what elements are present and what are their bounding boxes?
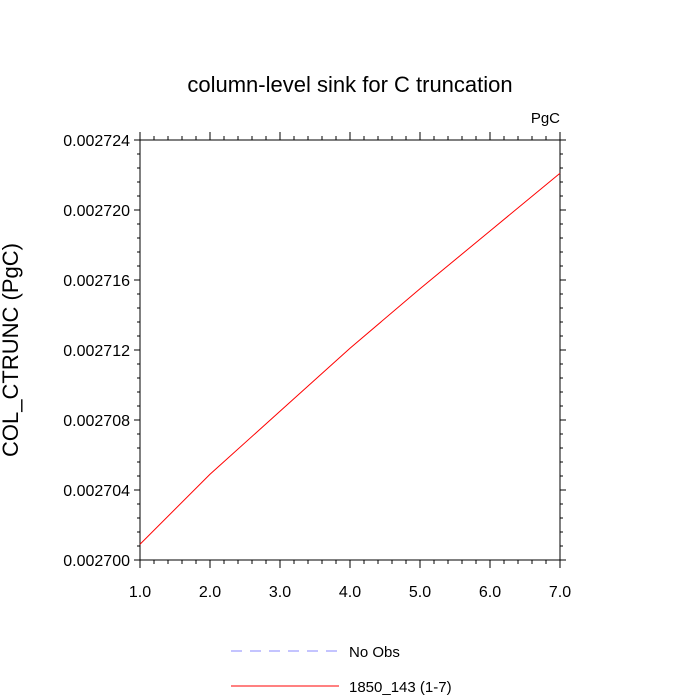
y-tick-label: 0.002716 (63, 273, 130, 290)
y-tick-label: 0.002720 (63, 203, 130, 220)
legend-label: 1850_143 (1-7) (349, 679, 452, 696)
x-tick-label: 3.0 (269, 584, 291, 601)
y-tick-label: 0.002708 (63, 413, 130, 430)
x-tick-label: 2.0 (199, 584, 221, 601)
plot-frame (139, 139, 561, 561)
y-tick-label: 0.002704 (63, 483, 130, 500)
x-tick-label: 1.0 (129, 584, 151, 601)
x-tick-label: 5.0 (409, 584, 431, 601)
y-tick-label: 0.002724 (63, 133, 130, 150)
legend-label: No Obs (349, 644, 400, 661)
x-tick-label: 4.0 (339, 584, 361, 601)
series-layer (139, 172, 561, 545)
x-axis: 1.0 2.0 3.0 4.0 5.0 6.0 7.0 (129, 132, 571, 601)
x-tick-label: 7.0 (549, 584, 571, 601)
x-tick-label: 6.0 (479, 584, 501, 601)
chart-title: column-level sink for C truncation (187, 72, 512, 97)
y-axis-label: COL_CTRUNC (PgC) (0, 243, 23, 457)
units-label: PgC (531, 110, 560, 127)
legend: No Obs 1850_143 (1-7) (231, 644, 452, 696)
y-tick-label: 0.002712 (63, 343, 130, 360)
y-axis: 0.002700 0.002704 0.002708 0.002712 0.002716… (63, 133, 566, 570)
series-line (139, 172, 561, 545)
y-tick-label: 0.002700 (63, 553, 130, 570)
